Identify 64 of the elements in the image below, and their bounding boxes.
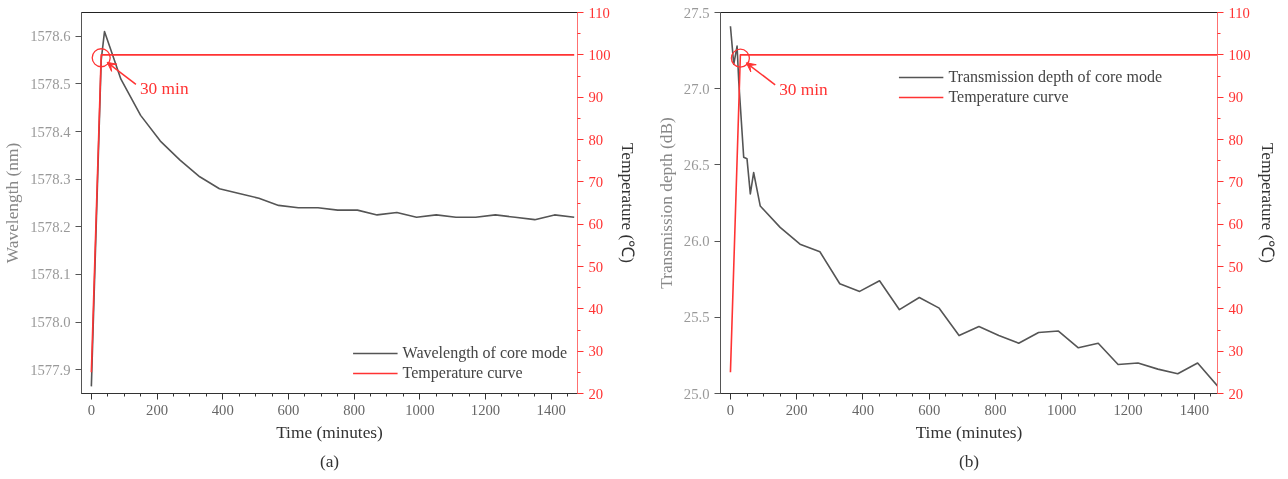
x-tick-label: 1000	[405, 401, 435, 418]
x-tick-label: 600	[918, 401, 941, 418]
y-tick-label: 26.5	[683, 156, 710, 173]
x-tick-label: 400	[211, 401, 234, 418]
x-tick-label: 1400	[536, 401, 566, 418]
text: (b)	[958, 451, 980, 471]
y-tick-label: 25.0	[683, 385, 710, 402]
legend-label: Transmission depth of core mode	[948, 68, 1162, 86]
y-tick-label: 1578.2	[30, 218, 71, 235]
y2-tick-label: 20	[1228, 385, 1244, 402]
y-axis-title: Wavelength (nm)	[3, 142, 23, 264]
y2-tick-label: 40	[1228, 300, 1244, 317]
x-tick-label: 600	[277, 401, 300, 418]
y2-axis-title: Temperature (℃)	[618, 142, 638, 264]
y-tick-label: 1578.4	[30, 123, 72, 140]
y-tick-label: 27.0	[683, 80, 710, 97]
text: (a)	[319, 451, 340, 471]
y-tick-label: 27.5	[683, 4, 710, 21]
x-tick-label: 400	[851, 401, 874, 418]
y2-axis-title: Temperature (℃)	[1258, 142, 1278, 264]
y-tick-label: 1578.1	[30, 266, 71, 283]
y2-tick-label: 110	[1228, 4, 1250, 21]
y2-tick-label: 90	[588, 89, 604, 106]
y2-tick-label: 80	[588, 131, 604, 148]
x-tick-label: 1200	[1113, 401, 1143, 418]
y-tick-label: 26.0	[683, 233, 710, 250]
y-tick-label: 1578.3	[30, 171, 71, 188]
y2-tick-label: 60	[588, 216, 604, 233]
y-tick-label: 25.5	[683, 309, 710, 326]
x-tick-label: 800	[984, 401, 1007, 418]
x-tick-label: 0	[726, 401, 735, 418]
y2-tick-label: 110	[588, 4, 610, 21]
y2-tick-label: 20	[588, 385, 604, 402]
y2-tick-label: 30	[1228, 343, 1244, 360]
y-axis-title: Transmission depth (dB)	[656, 116, 676, 289]
x-tick-label: 1200	[470, 401, 501, 418]
y2-tick-label: 100	[588, 46, 611, 63]
y2-tick-label: 40	[588, 300, 604, 317]
x-tick-label: 800	[343, 401, 366, 418]
y-tick-label: 1578.6	[30, 28, 71, 45]
x-axis-title: Time (minutes)	[276, 422, 384, 442]
y2-tick-label: 80	[1228, 131, 1244, 148]
y2-tick-label: 70	[1228, 173, 1244, 190]
y2-tick-label: 100	[1228, 46, 1251, 63]
y2-tick-label: 30	[588, 343, 604, 360]
legend-label: Temperature curve	[948, 88, 1069, 106]
x-tick-label: 1400	[1179, 401, 1209, 418]
legend-label: Temperature curve	[402, 364, 523, 382]
y-tick-label: 1577.9	[30, 361, 71, 378]
y2-tick-label: 60	[1228, 216, 1244, 233]
annotation: 30 min	[779, 79, 829, 99]
y2-tick-label: 90	[1228, 89, 1244, 106]
x-axis-title: Time (minutes)	[915, 422, 1023, 442]
y2-tick-label: 50	[1228, 258, 1244, 275]
legend-label: Wavelength of core mode	[402, 344, 567, 362]
x-tick-label: 200	[785, 401, 808, 418]
x-tick-label: 0	[87, 401, 96, 418]
x-tick-label: 1000	[1047, 401, 1077, 418]
y-tick-label: 1578.5	[30, 75, 71, 92]
y2-tick-label: 50	[588, 258, 604, 275]
y-tick-label: 1578.0	[30, 314, 71, 331]
annotation: 30 min	[139, 79, 189, 99]
x-tick-label: 200	[146, 401, 169, 418]
y2-tick-label: 70	[588, 173, 604, 190]
